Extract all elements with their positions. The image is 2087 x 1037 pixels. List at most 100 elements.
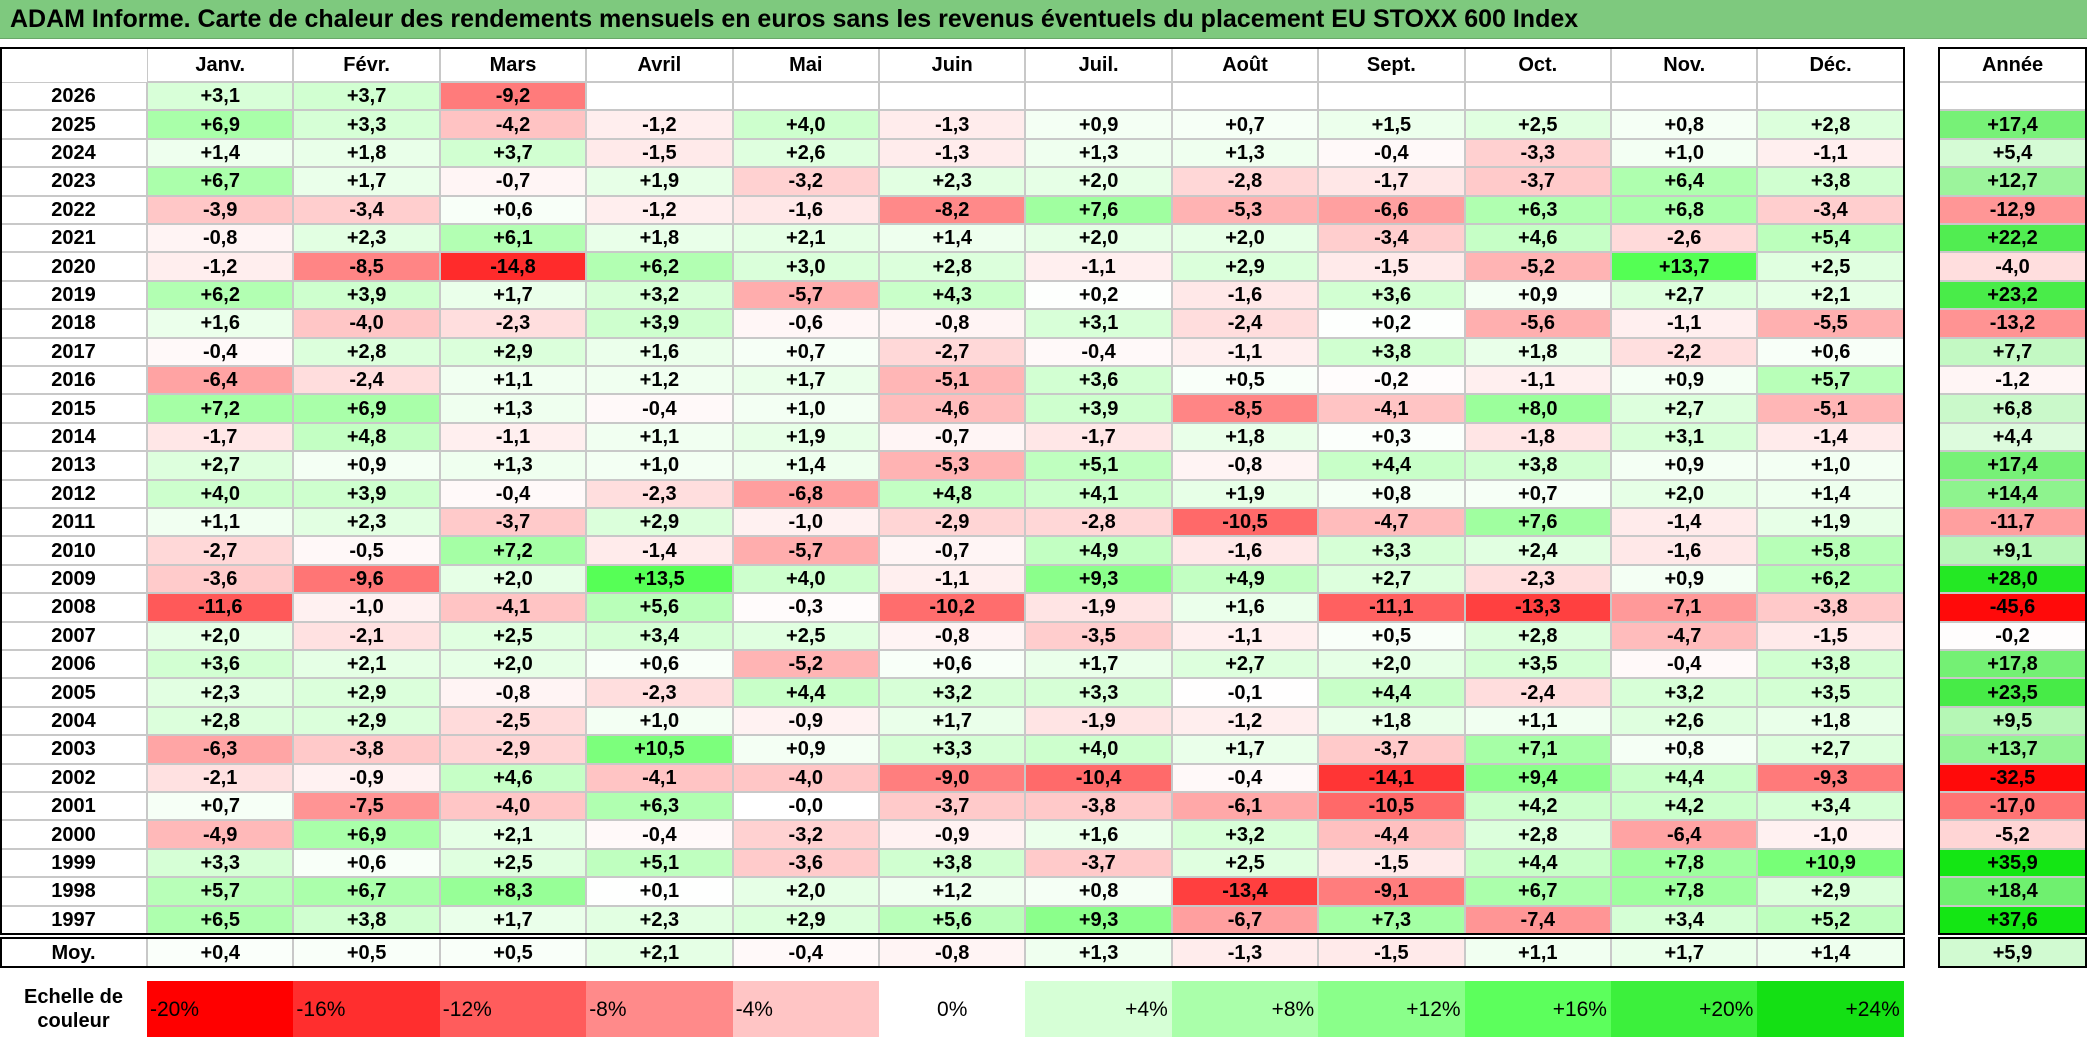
year-label: 2013 xyxy=(0,451,147,480)
heatmap-cell: +5,6 xyxy=(586,593,733,622)
heatmap-cell: +6,5 xyxy=(147,905,294,934)
heatmap-cell: -1,1 xyxy=(1171,621,1319,650)
heatmap-cell: -1,9 xyxy=(1025,706,1172,736)
annual-cell: +7,7 xyxy=(1938,337,2087,366)
heatmap-cell: +5,1 xyxy=(586,848,733,878)
heatmap-cell: +1,8 xyxy=(1318,706,1465,736)
heatmap-cell: +0,5 xyxy=(1318,621,1465,650)
heatmap-cell: +3,6 xyxy=(147,650,294,679)
heatmap-cell: +6,3 xyxy=(586,792,733,821)
heatmap-cell: -3,4 xyxy=(1757,195,1904,224)
heatmap-cell: +0,9 xyxy=(1611,366,1758,395)
heatmap-cell: +10,5 xyxy=(586,735,733,764)
heatmap-cell: -4,0 xyxy=(439,792,587,821)
heatmap-cell: -4,2 xyxy=(439,110,587,139)
heatmap-cell: -9,2 xyxy=(439,82,587,111)
scale-label-line: couleur xyxy=(37,1010,110,1032)
heatmap-cell: -1,8 xyxy=(1464,422,1611,452)
year-label: 2025 xyxy=(0,110,147,139)
heatmap-cell: -4,0 xyxy=(732,763,879,792)
heatmap-cell: +0,3 xyxy=(1318,422,1465,452)
heatmap-cell: +2,3 xyxy=(147,678,294,707)
heatmap-cell: +3,2 xyxy=(879,678,1026,707)
heatmap-cell: -1,1 xyxy=(1171,337,1319,366)
annual-cell: +4,4 xyxy=(1938,422,2087,452)
heatmap-cell: -1,1 xyxy=(1464,366,1611,395)
heatmap-cell: +3,2 xyxy=(1171,820,1319,849)
heatmap-cell: +1,7 xyxy=(1025,650,1172,679)
heatmap-cell: +1,8 xyxy=(586,224,733,253)
heatmap-cell: -0,7 xyxy=(439,167,587,196)
heatmap-cell: -4,1 xyxy=(586,763,733,792)
scale-swatch: -20% xyxy=(147,981,294,1037)
heatmap-cell: -4,6 xyxy=(879,394,1026,423)
heatmap-cell: +0,6 xyxy=(1757,337,1904,366)
average-cell: -0,4 xyxy=(732,937,879,968)
heatmap-cell: +4,9 xyxy=(1171,564,1319,594)
scale-label: Echelle de couleur xyxy=(0,981,147,1037)
heatmap-cell: -5,1 xyxy=(1757,394,1904,423)
heatmap-cell: -7,5 xyxy=(293,792,440,821)
heatmap-cell: -2,5 xyxy=(439,706,587,736)
heatmap-cell: -1,2 xyxy=(1171,706,1319,736)
heatmap-cell: -0,4 xyxy=(586,820,733,849)
heatmap-cell: +13,5 xyxy=(586,564,733,594)
heatmap-cell: +3,9 xyxy=(293,479,440,508)
year-label: 2009 xyxy=(0,564,147,594)
heatmap-cell: +2,3 xyxy=(879,167,1026,196)
heatmap-cell: -2,4 xyxy=(1464,678,1611,707)
average-cell: +1,4 xyxy=(1757,937,1904,968)
heatmap-cell: +9,3 xyxy=(1025,564,1172,594)
heatmap-cell: -2,9 xyxy=(879,508,1026,537)
heatmap-cell: -6,3 xyxy=(147,735,294,764)
average-cell: +1,7 xyxy=(1611,937,1758,968)
heatmap-cell: +3,2 xyxy=(586,280,733,310)
heatmap-cell: -5,3 xyxy=(1171,195,1319,224)
heatmap-cell: +2,7 xyxy=(1611,394,1758,423)
heatmap-cell: +4,3 xyxy=(879,280,1026,310)
heatmap-cell: +3,8 xyxy=(1464,451,1611,480)
heatmap-cell: -0,0 xyxy=(732,792,879,821)
heatmap-cell: +2,5 xyxy=(439,848,587,878)
year-label: 2017 xyxy=(0,337,147,366)
heatmap-cell: +1,8 xyxy=(1757,706,1904,736)
heatmap-cell: +1,9 xyxy=(1171,479,1319,508)
heatmap-cell: -1,4 xyxy=(1757,422,1904,452)
heatmap-cell: +0,7 xyxy=(1464,479,1611,508)
heatmap-cell: +2,8 xyxy=(1464,820,1611,849)
annual-cell: -4,0 xyxy=(1938,252,2087,281)
heatmap-cell: -3,7 xyxy=(1464,167,1611,196)
heatmap-cell: +2,8 xyxy=(1464,621,1611,650)
average-cell: -0,8 xyxy=(879,937,1026,968)
heatmap-cell: +6,1 xyxy=(439,224,587,253)
heatmap-cell: -9,0 xyxy=(879,763,1026,792)
heatmap-cell: -0,9 xyxy=(732,706,879,736)
month-header: Oct. xyxy=(1464,47,1611,82)
heatmap-cell: +4,0 xyxy=(1025,735,1172,764)
month-header: Mars xyxy=(439,47,587,82)
heatmap-cell: +0,7 xyxy=(147,792,294,821)
heatmap-cell: +3,6 xyxy=(1025,366,1172,395)
annual-cell: +23,5 xyxy=(1938,678,2087,707)
heatmap-cell: +3,1 xyxy=(1025,309,1172,338)
heatmap-cell: +4,9 xyxy=(1025,536,1172,565)
scale-swatch: +8% xyxy=(1171,981,1319,1037)
year-label: 2011 xyxy=(0,508,147,537)
month-header: Juil. xyxy=(1025,47,1172,82)
heatmap-cell: +0,6 xyxy=(879,650,1026,679)
heatmap-cell: +4,4 xyxy=(1464,848,1611,878)
heatmap-cell: +3,4 xyxy=(586,621,733,650)
heatmap-cell: -5,3 xyxy=(879,451,1026,480)
average-cell: +1,3 xyxy=(1025,937,1172,968)
heatmap-cell: +7,1 xyxy=(1464,735,1611,764)
average-cell: -1,5 xyxy=(1318,937,1465,968)
heatmap-cell: +6,9 xyxy=(293,820,440,849)
heatmap-cell: -2,2 xyxy=(1611,337,1758,366)
heatmap-cell: -1,2 xyxy=(586,195,733,224)
heatmap-cell: +2,9 xyxy=(439,337,587,366)
heatmap-cell: -4,9 xyxy=(147,820,294,849)
heatmap-cell: -2,3 xyxy=(586,678,733,707)
heatmap-cell: +2,1 xyxy=(1757,280,1904,310)
heatmap-cell: +3,8 xyxy=(1318,337,1465,366)
annual-cell: -13,2 xyxy=(1938,309,2087,338)
